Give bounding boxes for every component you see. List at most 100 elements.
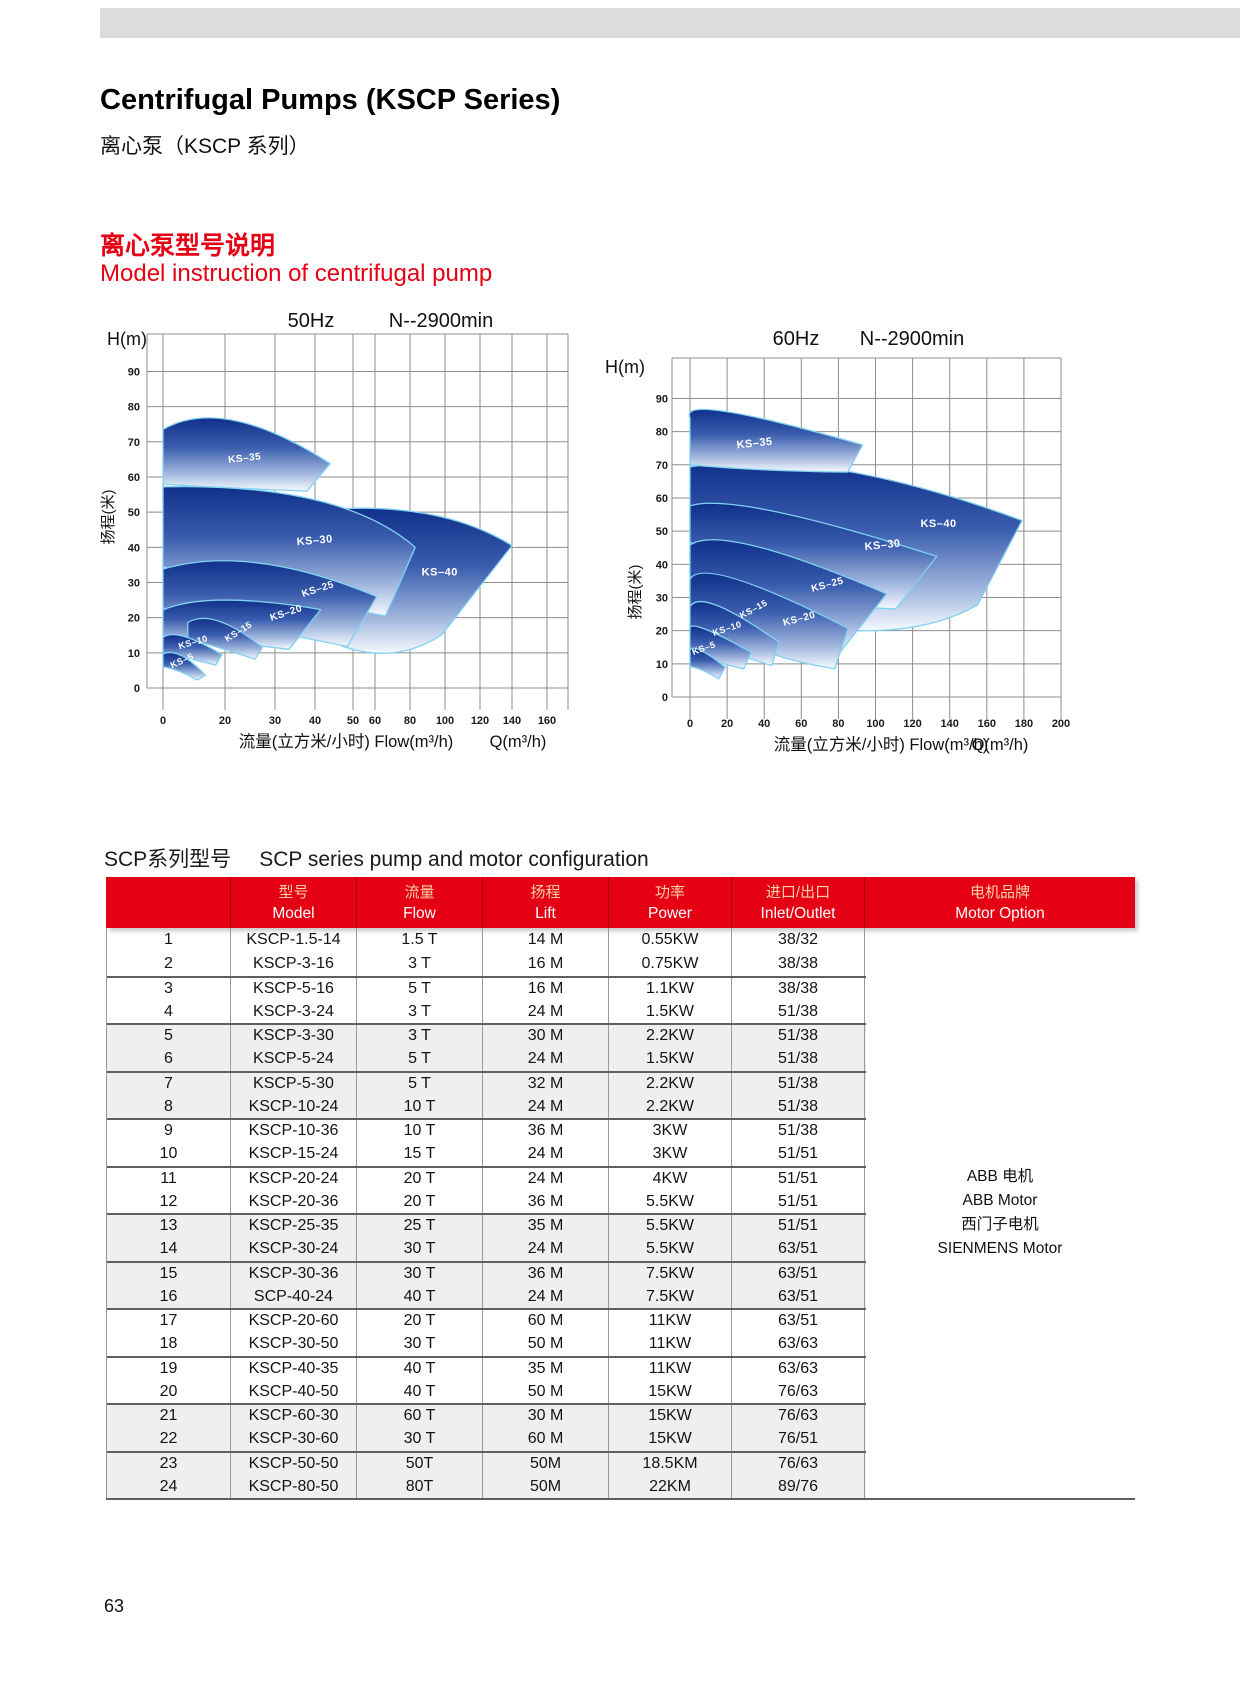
- table-cell: 24 M: [483, 1047, 609, 1071]
- table-header-row: 型号 Model 流量 Flow 扬程 Lift 功率 Power 进口/出口 Inlet/Out…: [106, 877, 1135, 928]
- table-cell: 7: [107, 1072, 231, 1096]
- table-cell: 3: [107, 977, 231, 1001]
- table-cell: 20 T: [357, 1190, 483, 1213]
- table-cell: 24 M: [483, 1167, 609, 1191]
- table-cell: KSCP-15-24: [231, 1142, 357, 1166]
- y-tick-label: 70: [656, 460, 668, 472]
- table-cell: 51/38: [732, 1072, 865, 1096]
- table-cell: 6: [107, 1047, 231, 1071]
- table-cell: 30 T: [357, 1332, 483, 1356]
- table-row-pair: 11 KSCP-20-24 20 T 24 M 4KW 51/51 12 KSCP-20-36…: [107, 1165, 866, 1213]
- table-cell: 60 M: [483, 1427, 609, 1451]
- table-cell: 51/38: [732, 1047, 865, 1071]
- table-cell: 35 M: [483, 1357, 609, 1381]
- table-cell: 5: [107, 1025, 231, 1048]
- table-cell: KSCP-80-50: [231, 1475, 357, 1498]
- table-cell: 30 M: [483, 1405, 609, 1428]
- table-section-title: SCP系列型号 SCP series pump and motor configu…: [104, 843, 649, 873]
- table-cell: 36 M: [483, 1120, 609, 1143]
- x-tick-label: 20: [721, 718, 733, 730]
- table-cell: 24 M: [483, 1237, 609, 1261]
- table-cell: 15KW: [609, 1427, 732, 1451]
- table-cell: 2.2KW: [609, 1025, 732, 1048]
- table-row: 13 KSCP-25-35 25 T 35 M 5.5KW 51/51: [107, 1215, 866, 1238]
- table-section-title-en: SCP series pump and motor configuration: [259, 848, 649, 871]
- table-cell: 5 T: [357, 1072, 483, 1096]
- table-cell: 16: [107, 1285, 231, 1308]
- table-cell: 11KW: [609, 1310, 732, 1333]
- pump-curve-chart-60hz: 0 10 20 30 40 50 60 70 80 90 0 20 40 60 80 100 120 140 160…: [605, 328, 1070, 754]
- table-cell: 23: [107, 1452, 231, 1476]
- table-cell: 63/51: [732, 1262, 865, 1286]
- table-row: 19 KSCP-40-35 40 T 35 M 11KW 63/63: [107, 1357, 866, 1381]
- table-row: 17 KSCP-20-60 20 T 60 M 11KW 63/51: [107, 1310, 866, 1333]
- x-axis-caption: 流量(立方米/小时) Flow(m³/h): [239, 732, 453, 751]
- table-cell: 1.5KW: [609, 1047, 732, 1071]
- table-cell: SCP-40-24: [231, 1285, 357, 1308]
- x-tick-label: 30: [269, 715, 281, 727]
- table-cell: 15 T: [357, 1142, 483, 1166]
- table-cell: 30 T: [357, 1427, 483, 1451]
- y-tick-label: 20: [128, 613, 140, 625]
- y-axis-unit-label: H(m): [107, 329, 147, 349]
- table-cell: 30 T: [357, 1262, 483, 1286]
- table-cell: 5 T: [357, 977, 483, 1001]
- table-cell: 50M: [483, 1475, 609, 1498]
- x-tick-label: 100: [866, 718, 884, 730]
- x-tick-label: 60: [795, 718, 807, 730]
- chart-frequency-title: 50Hz: [288, 310, 335, 332]
- table-cell: 35 M: [483, 1215, 609, 1238]
- table-cell: 50T: [357, 1452, 483, 1476]
- table-row-pair: 3 KSCP-5-16 5 T 16 M 1.1KW 38/38 4 KSCP-3-24 3 T…: [107, 975, 866, 1023]
- table-cell: KSCP-30-50: [231, 1332, 357, 1356]
- y-tick-label: 0: [662, 692, 668, 704]
- x-tick-label: 160: [978, 718, 996, 730]
- x-tick-label: 120: [903, 718, 921, 730]
- y-tick-label: 10: [656, 659, 668, 671]
- table-cell: 20: [107, 1380, 231, 1403]
- y-tick-label: 90: [128, 366, 140, 378]
- table-cell: 22: [107, 1427, 231, 1451]
- table-cell: KSCP-20-60: [231, 1310, 357, 1333]
- table-cell: 63/51: [732, 1237, 865, 1261]
- table-cell: 5.5KW: [609, 1215, 732, 1238]
- table-body: 1 KSCP-1.5-14 1.5 T 14 M 0.55KW 38/32 2 KSCP-3-…: [106, 928, 866, 1498]
- x-tick-label: 40: [758, 718, 770, 730]
- table-cell: 76/63: [732, 1405, 865, 1428]
- table-cell: 2.2KW: [609, 1072, 732, 1096]
- y-tick-label: 80: [128, 402, 140, 414]
- table-cell: 38/38: [732, 951, 865, 976]
- table-cell: KSCP-3-24: [231, 1000, 357, 1023]
- y-tick-label: 0: [134, 683, 140, 695]
- table-cell: 18.5KM: [609, 1452, 732, 1476]
- table-cell: KSCP-3-16: [231, 951, 357, 976]
- table-cell: 38/32: [732, 928, 865, 952]
- table-cell: 4KW: [609, 1167, 732, 1191]
- column-header: [106, 877, 231, 928]
- x-tick-label: 80: [404, 715, 416, 727]
- table-cell: 24 M: [483, 1142, 609, 1166]
- table-cell: 3KW: [609, 1142, 732, 1166]
- column-header: 功率 Power: [609, 877, 732, 928]
- table-row-pair: 23 KSCP-50-50 50T 50M 18.5KM 76/63 24 KSCP-80-5…: [107, 1450, 866, 1498]
- table-row-pair: 13 KSCP-25-35 25 T 35 M 5.5KW 51/51 14 KSCP-30-…: [107, 1213, 866, 1261]
- table-cell: KSCP-20-36: [231, 1190, 357, 1213]
- table-row-pair: 7 KSCP-5-30 5 T 32 M 2.2KW 51/38 8 KSCP-10-24 10…: [107, 1070, 866, 1118]
- table-cell: 36 M: [483, 1262, 609, 1286]
- table-cell: 63/63: [732, 1357, 865, 1381]
- x-tick-label: 200: [1052, 718, 1070, 730]
- x-tick-label: 160: [538, 715, 556, 727]
- table-cell: 11: [107, 1167, 231, 1191]
- table-cell: 40 T: [357, 1380, 483, 1403]
- table-cell: 3KW: [609, 1120, 732, 1143]
- table-cell: 11KW: [609, 1332, 732, 1356]
- table-cell: 18: [107, 1332, 231, 1356]
- table-cell: 25 T: [357, 1215, 483, 1238]
- pump-band-KS–35: [162, 417, 331, 492]
- page-top-bar: [100, 8, 1240, 38]
- table-cell: 50M: [483, 1452, 609, 1476]
- table-cell: 9: [107, 1120, 231, 1143]
- column-header: 流量 Flow: [357, 877, 483, 928]
- x-tick-label: 100: [436, 715, 454, 727]
- table-row-pair: 21 KSCP-60-30 60 T 30 M 15KW 76/63 22 KSCP-30-6…: [107, 1403, 866, 1451]
